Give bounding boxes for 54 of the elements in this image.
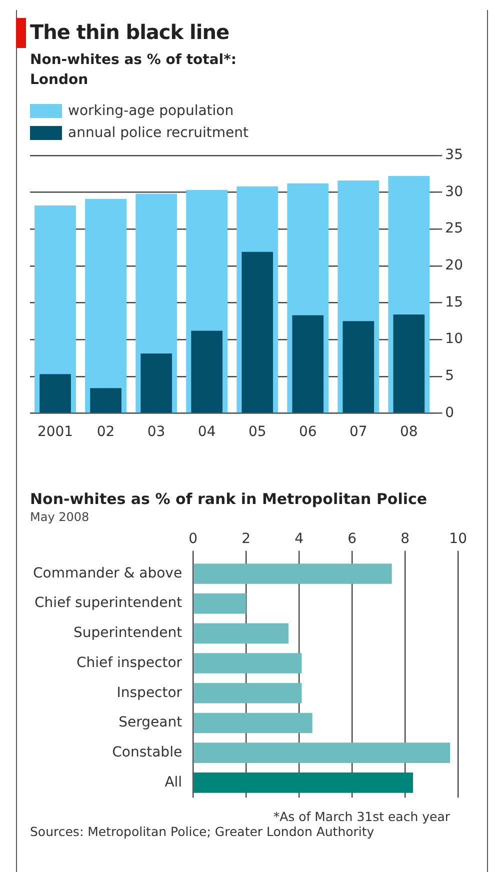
y-tick-label: 20	[445, 258, 464, 274]
bar	[242, 252, 274, 413]
y-tick-label: Superintendent	[73, 625, 183, 642]
y-tick-label: Constable	[112, 744, 182, 760]
y-tick-label: Commander & above	[32, 565, 182, 582]
y-tick-label: 35	[445, 147, 464, 164]
bar	[85, 198, 126, 413]
bar	[194, 593, 246, 614]
x-tick-label: 2	[242, 531, 251, 548]
text: May 2008	[30, 510, 90, 524]
bar	[90, 388, 122, 413]
chart-title: Non-whites as % of rank in Metropolitan Police	[30, 490, 428, 508]
x-tick-label: 03	[147, 424, 166, 440]
bar	[194, 742, 450, 763]
bar	[140, 354, 172, 413]
y-tick-label: Chief superintendent	[34, 595, 183, 612]
y-tick-label: Sergeant	[118, 714, 183, 731]
bar	[191, 330, 222, 413]
x-tick-label: 06	[298, 424, 317, 440]
source-note: Sources: Metropolitan Police; Greater London Authority	[30, 824, 376, 839]
chart-title: The thin black line	[30, 20, 230, 44]
x-tick-label: 07	[349, 424, 368, 440]
x-tick-label: 05	[248, 424, 266, 440]
bar	[40, 374, 71, 413]
y-tick-label: 25	[445, 220, 464, 237]
bar	[292, 315, 324, 413]
y-tick-label: 15	[445, 294, 464, 310]
x-tick-label: 4	[294, 531, 304, 548]
x-tick-label: 0	[188, 531, 198, 548]
bar	[194, 564, 392, 584]
y-tick-label: 10	[445, 331, 464, 348]
x-tick-label: 08	[400, 424, 418, 440]
legend-label: working-age population	[68, 103, 234, 119]
bar	[194, 712, 312, 734]
bar	[342, 321, 374, 413]
x-tick-label: 2001	[37, 424, 74, 440]
bar	[194, 623, 288, 644]
legend-label: annual police recruitment	[68, 125, 248, 141]
bar	[393, 314, 425, 413]
bar	[194, 653, 302, 674]
y-tick-label: 0	[445, 404, 454, 421]
bar	[194, 772, 414, 793]
x-tick-label: 8	[400, 531, 410, 548]
y-tick-label: 30	[445, 184, 464, 200]
y-tick-label: Chief inspector	[76, 654, 182, 671]
x-tick-label: 02	[96, 424, 115, 440]
bar	[194, 682, 302, 704]
x-tick-label: 04	[198, 424, 216, 440]
y-tick-label: All	[164, 774, 182, 790]
y-tick-label: 5	[445, 368, 454, 384]
x-tick-label: 6	[348, 531, 357, 548]
chart-subtitle: Non-whites as % of total*: London	[30, 51, 238, 90]
text: *As of March 31st each year	[272, 809, 450, 824]
y-tick-label: Inspector	[116, 684, 182, 701]
